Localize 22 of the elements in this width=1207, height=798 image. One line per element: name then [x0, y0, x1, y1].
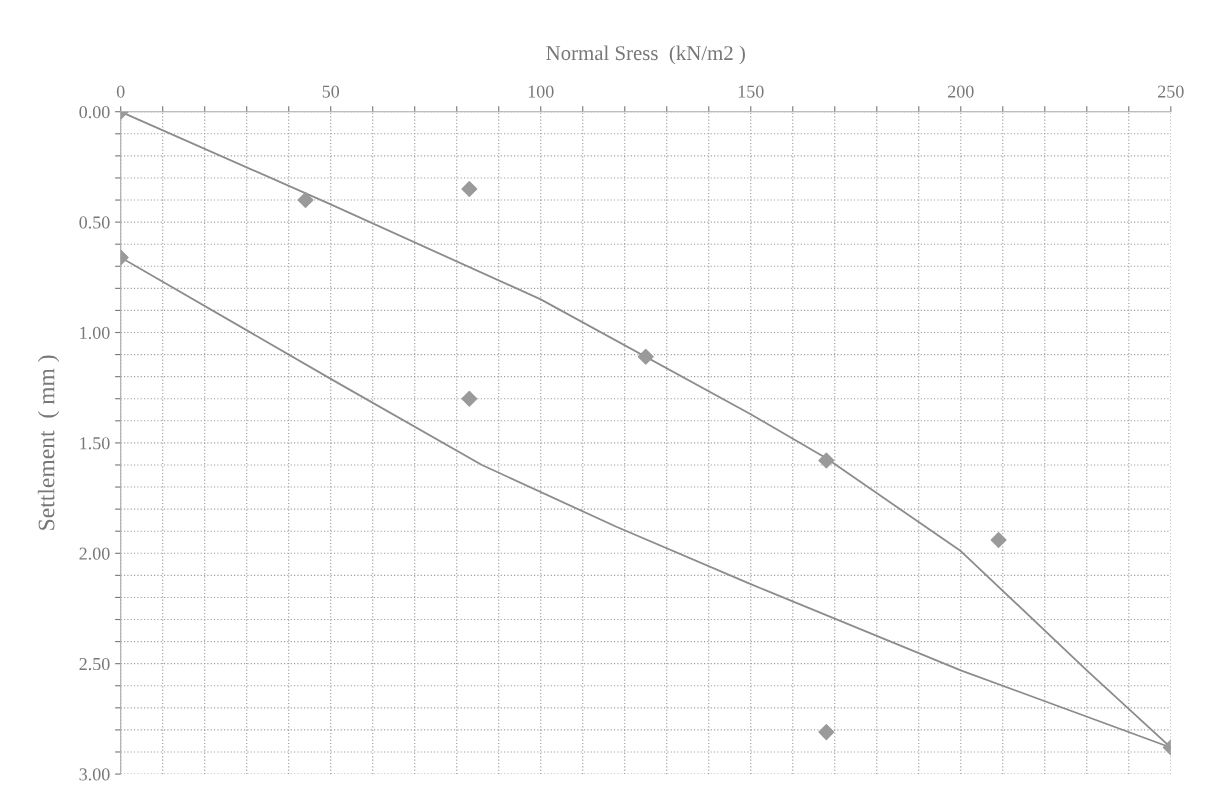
x-tick-label: 50 [322, 85, 340, 98]
point [818, 724, 835, 741]
x-tick-label: 0 [116, 85, 125, 98]
x-axis-title: Normal Sress (kN/m2 ) [546, 45, 745, 65]
point [297, 192, 314, 209]
point [461, 181, 478, 197]
y-axis-title: Settlement ( mm ) [37, 355, 60, 530]
point [818, 452, 835, 469]
y-tick-label: 1.50 [80, 437, 110, 450]
point [637, 348, 654, 365]
y-tick-label: 0.50 [79, 216, 110, 229]
y-tick-label: 2.00 [79, 547, 110, 560]
point [990, 532, 1007, 549]
x-tick-label: 100 [528, 85, 554, 98]
y-tick-label: 0.00 [79, 105, 110, 119]
point [461, 390, 478, 407]
x-tick-label: 250 [1158, 85, 1184, 98]
x-tick-label: 150 [738, 85, 764, 98]
y-tick-label: 1.00 [80, 326, 110, 340]
y-tick-label: 3.00 [79, 768, 110, 781]
y-tick-label: 2.50 [79, 657, 110, 671]
x-tick-label: 200 [948, 85, 974, 98]
